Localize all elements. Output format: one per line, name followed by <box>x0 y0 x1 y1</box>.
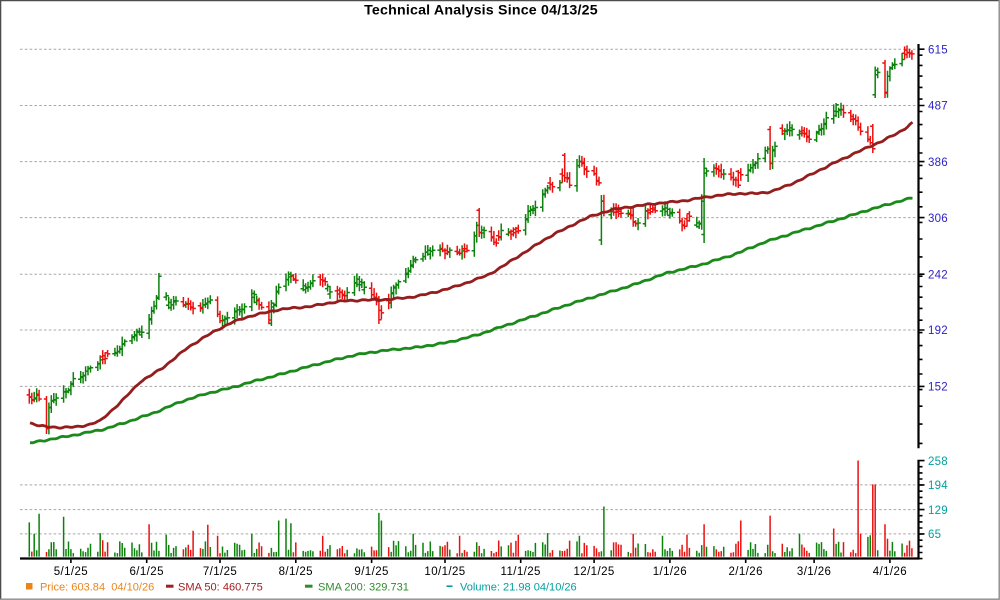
svg-text:11/1/25: 11/1/25 <box>501 566 541 578</box>
svg-text:Technical Analysis Since 04/13: Technical Analysis Since 04/13/25 <box>364 3 598 19</box>
svg-text:5/1/25: 5/1/25 <box>54 566 88 578</box>
svg-text:192: 192 <box>928 325 948 337</box>
svg-text:Price: 603.84 04/10/26: Price: 603.84 04/10/26 <box>40 582 154 594</box>
svg-text:12/1/25: 12/1/25 <box>574 566 615 578</box>
svg-text:65: 65 <box>928 529 941 541</box>
svg-text:306: 306 <box>928 213 948 225</box>
svg-text:10/1/25: 10/1/25 <box>424 566 465 578</box>
svg-text:4/1/26: 4/1/26 <box>873 566 907 578</box>
svg-text:615: 615 <box>928 44 948 56</box>
svg-text:386: 386 <box>928 157 948 169</box>
svg-text:7/1/25: 7/1/25 <box>203 566 237 578</box>
svg-text:242: 242 <box>928 269 948 281</box>
svg-text:SMA 50: 460.775: SMA 50: 460.775 <box>178 582 263 594</box>
svg-text:3/1/26: 3/1/26 <box>797 566 831 578</box>
svg-text:Volume: 21.98 04/10/26: Volume: 21.98 04/10/26 <box>460 582 577 594</box>
svg-text:194: 194 <box>928 480 948 492</box>
svg-text:2/1/26: 2/1/26 <box>729 566 763 578</box>
svg-text:129: 129 <box>928 505 948 517</box>
svg-text:1/1/26: 1/1/26 <box>653 566 687 578</box>
svg-text:9/1/25: 9/1/25 <box>354 566 388 578</box>
svg-text:487: 487 <box>928 101 948 113</box>
svg-text:258: 258 <box>928 456 948 468</box>
svg-text:8/1/25: 8/1/25 <box>279 566 313 578</box>
svg-text:SMA 200: 329.731: SMA 200: 329.731 <box>318 582 409 594</box>
svg-text:6/1/25: 6/1/25 <box>130 566 164 578</box>
svg-text:152: 152 <box>928 382 948 394</box>
